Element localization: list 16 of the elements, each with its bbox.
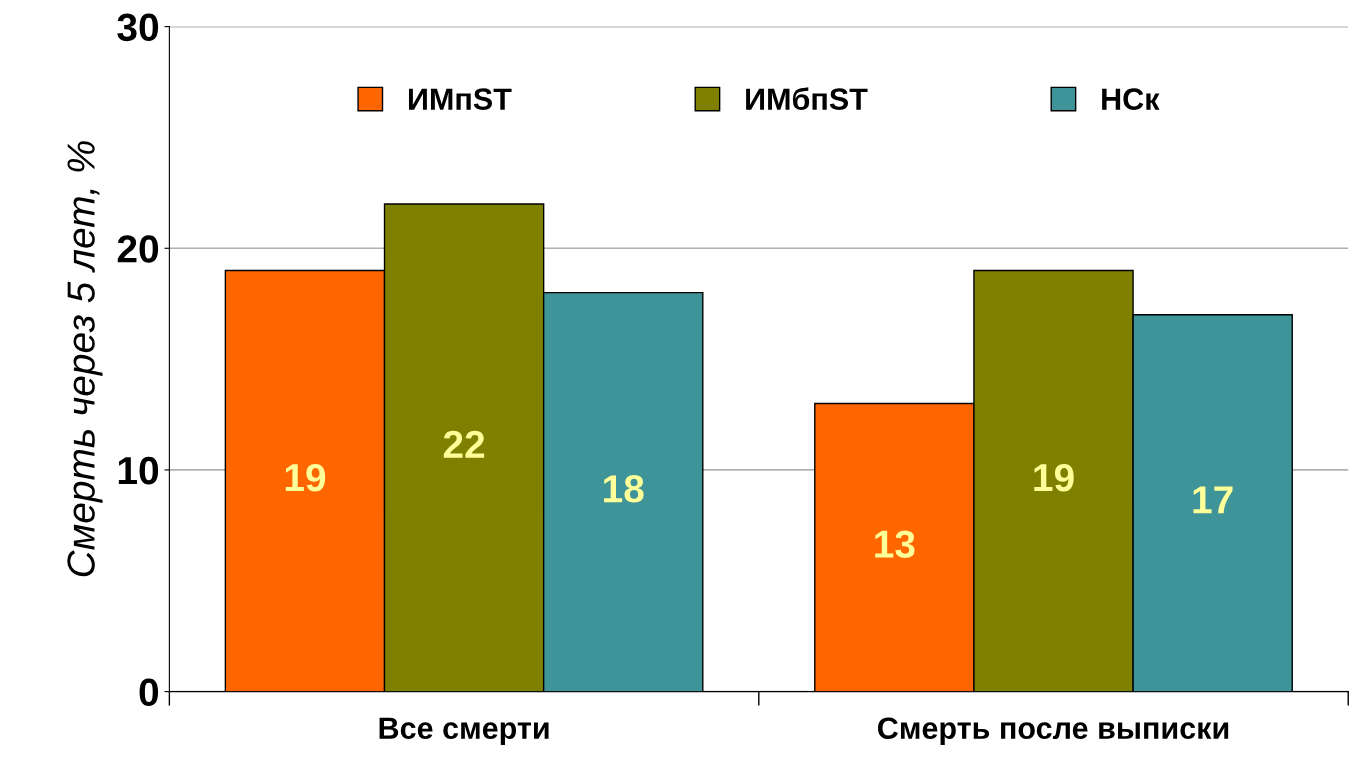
data-label: 18 [604,475,644,503]
x-tick-label: Все смерти [379,717,549,746]
y-tick-label: 30 [117,13,159,42]
data-label: 13 [875,530,915,559]
data-label: 19 [285,463,326,492]
y-axis-title: Смерть через 5 лет, % [67,141,103,577]
legend-label: ИМбпST [746,87,868,110]
y-tick-label: 10 [118,456,159,485]
legend-label: НСк [1102,88,1160,110]
data-label: 19 [1034,463,1074,492]
x-tick-label: Смерть после выписки [878,717,1229,746]
y-tick-label: 0 [139,678,159,707]
legend-label: ИМпST [408,88,512,110]
data-label: 22 [443,430,485,458]
data-label: 17 [1193,486,1233,514]
y-tick-label: 20 [117,235,159,263]
